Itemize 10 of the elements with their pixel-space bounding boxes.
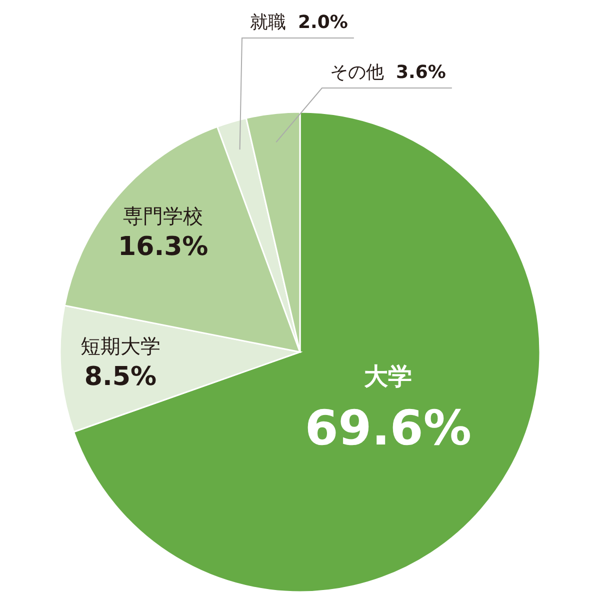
slice-label: 短期大学 <box>80 334 160 358</box>
data-label: 3.6% <box>396 62 446 83</box>
slice-label: 大学 <box>364 362 412 390</box>
data-label: 16.3% <box>118 232 208 262</box>
data-label: 69.6% <box>304 400 472 456</box>
data-label: 8.5% <box>84 362 157 392</box>
slice-label: 就職 <box>250 12 286 33</box>
slice-label: 専門学校 <box>123 204 204 228</box>
data-label: 2.0% <box>298 12 348 33</box>
slice-label: その他 <box>330 62 384 83</box>
